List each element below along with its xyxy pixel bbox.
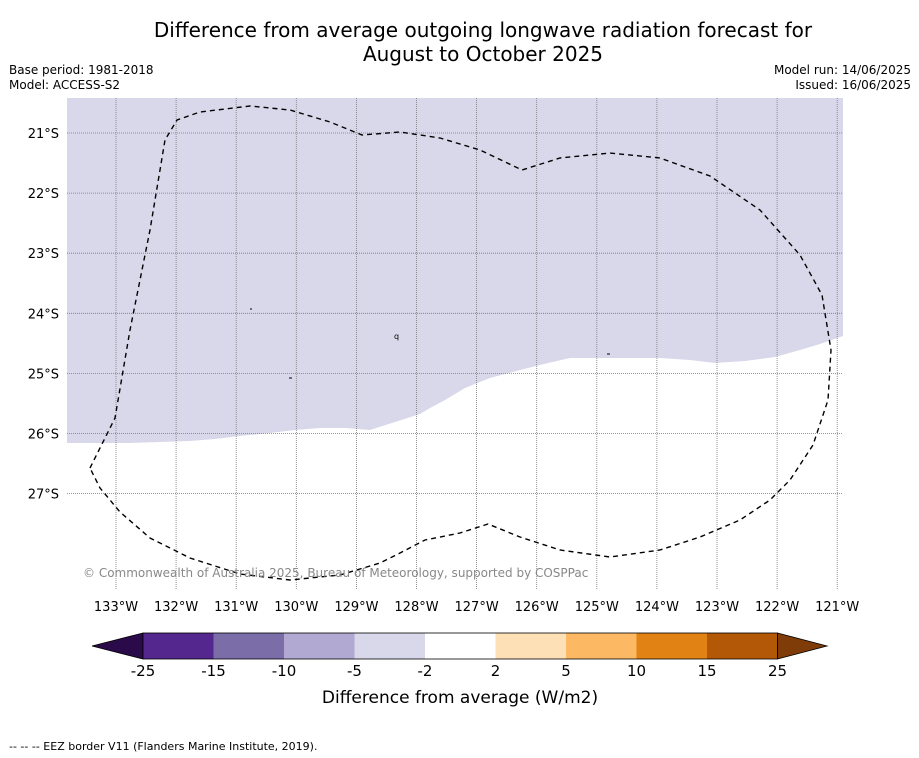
colorbar-tick-label: 15	[697, 662, 716, 680]
title-line-2: August to October 2025	[362, 42, 604, 66]
lon-tick-label: 124°W	[635, 600, 679, 615]
lon-tick-label: 130°W	[274, 600, 318, 615]
colorbar-segment	[213, 633, 284, 659]
longitude-labels: 133°W 132°W 131°W 130°W 129°W 128°W 127°W 126°W…	[94, 600, 860, 615]
colorbar-tick-label: -5	[347, 662, 362, 680]
colorbar-segment	[636, 633, 707, 659]
lon-tick-label: 125°W	[575, 600, 619, 615]
lat-tick-label: 21°S	[28, 127, 59, 142]
colorbar-outline	[142, 632, 778, 660]
longitude-gridlines	[115, 98, 838, 590]
eez-border	[89, 105, 832, 581]
colorbar-tick-label: -15	[201, 662, 226, 680]
anomaly-region-negative	[67, 98, 843, 443]
colorbar-extend-high	[777, 632, 829, 660]
title-line-1: Difference from average outgoing longwav…	[153, 18, 813, 42]
colorbar-tick-label: -10	[272, 662, 297, 680]
colorbar-tick-label: -25	[131, 662, 156, 680]
issued-date: Issued: 16/06/2025	[795, 78, 911, 92]
latitude-gridlines	[67, 132, 843, 495]
colorbar-tick-label: 25	[768, 662, 787, 680]
colorbar-label: Difference from average (W/m2)	[322, 688, 598, 708]
base-period: Base period: 1981-2018	[9, 63, 154, 77]
lat-tick-label: 25°S	[28, 367, 59, 382]
colorbar-segment	[284, 633, 355, 659]
colorbar-segment	[707, 633, 778, 659]
colorbar-segment	[354, 633, 425, 659]
colorbar-tick-label: -2	[418, 662, 433, 680]
meta-right: Model run: 14/06/2025 Issued: 16/06/2025	[774, 63, 911, 93]
copyright-notice: © Commonwealth of Australia 2025, Bureau…	[83, 566, 589, 580]
lon-tick-label: 127°W	[455, 600, 499, 615]
lon-tick-label: 133°W	[94, 600, 138, 615]
latitude-labels: 21°S 22°S 23°S 24°S 25°S 26°S 27°S	[28, 127, 59, 503]
contour-mark: q	[394, 332, 399, 341]
colorbar-segment	[143, 633, 214, 659]
colorbar-segment	[566, 633, 637, 659]
colorbar-segment	[425, 633, 496, 659]
lon-tick-label: 131°W	[214, 600, 258, 615]
colorbar-tick-label: 2	[491, 662, 501, 680]
meta-left: Base period: 1981-2018 Model: ACCESS-S2	[9, 63, 154, 93]
eez-legend-note: -- -- -- EEZ border V11 (Flanders Marine…	[9, 740, 318, 753]
lon-tick-label: 126°W	[515, 600, 559, 615]
model-run: Model run: 14/06/2025	[773, 63, 911, 77]
colorbar-tick-label: 10	[627, 662, 646, 680]
lat-tick-label: 23°S	[28, 247, 59, 262]
colorbar: -25 -15 -10 -5 -2 2 5 10 15 25	[91, 632, 829, 680]
model-name: Model: ACCESS-S2	[9, 78, 121, 92]
colorbar-segment	[495, 633, 566, 659]
lat-tick-label: 24°S	[28, 307, 59, 322]
lat-tick-label: 26°S	[28, 428, 59, 443]
lon-tick-label: 128°W	[394, 600, 438, 615]
lon-tick-label: 123°W	[695, 600, 739, 615]
lon-tick-label: 121°W	[815, 600, 859, 615]
lon-tick-label: 122°W	[755, 600, 799, 615]
colorbar-extend-low	[91, 632, 144, 660]
lat-tick-label: 22°S	[28, 187, 59, 202]
lon-tick-label: 129°W	[334, 600, 378, 615]
lon-tick-label: 132°W	[154, 600, 198, 615]
colorbar-tick-label: 5	[561, 662, 571, 680]
lat-tick-label: 27°S	[28, 488, 59, 503]
map-title: Difference from average outgoing longwav…	[0, 18, 919, 66]
